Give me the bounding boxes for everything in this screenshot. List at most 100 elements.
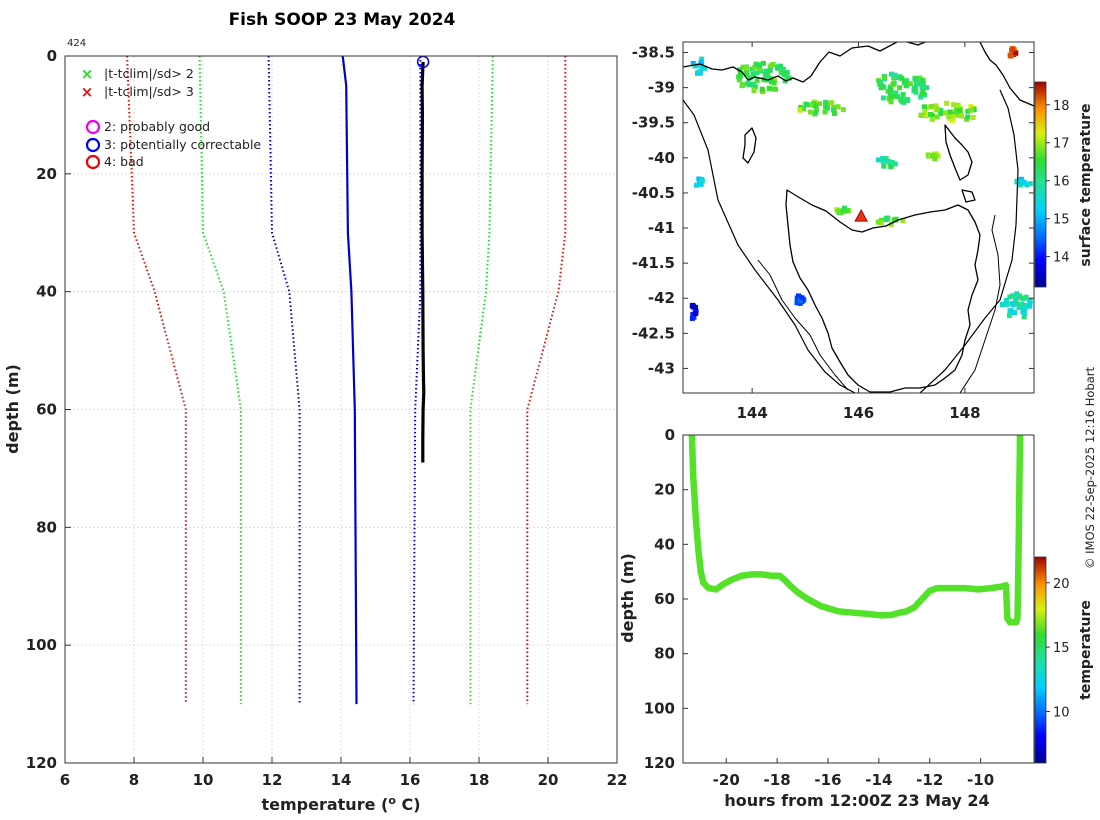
sst-pixel — [954, 107, 960, 113]
sst-pixel — [822, 109, 828, 115]
sst-pixel — [920, 77, 926, 83]
temp-colorbar-tick-label: 20 — [1053, 577, 1070, 592]
sst-pixel — [920, 81, 926, 87]
sst-pixel — [813, 109, 819, 115]
sst-pixel — [737, 71, 743, 77]
sst-pixel — [1009, 49, 1015, 55]
profile-xlabel-end: C) — [396, 795, 421, 814]
sst-pixel — [968, 104, 974, 110]
sst-pixel — [1014, 300, 1019, 306]
inner-contour-east — [959, 214, 1001, 393]
flinders-island — [944, 124, 973, 181]
sst-pixel — [752, 64, 758, 70]
sst-pixel — [691, 314, 697, 320]
legend-flag2-label: 2: probably good — [104, 119, 210, 134]
sst-map: 144 146 148 -38.5 -39 -39.5 -40 -40.5 -41 -41.5 -4… — [632, 41, 1094, 422]
profile-xtick-label: 20 — [538, 771, 559, 789]
sst-pixel — [753, 61, 759, 67]
sst-pixel — [1008, 53, 1014, 59]
cape-barren-island — [961, 189, 976, 203]
tasmania-coast — [785, 189, 981, 393]
sst-pixel — [905, 97, 911, 103]
sst-pixel — [1006, 313, 1012, 319]
sst-pixel — [875, 219, 881, 225]
sst-pixel — [817, 101, 823, 107]
sst-pixel — [915, 81, 921, 87]
map-ytick-label: -39.5 — [632, 114, 675, 132]
sst-pixel — [950, 114, 956, 119]
depth-track-line — [688, 435, 1024, 626]
sst-pixel — [765, 74, 771, 80]
track-ytick-label: 120 — [644, 754, 675, 772]
sst-pixel — [699, 56, 705, 62]
track-xtick-label: -20 — [713, 771, 740, 789]
sst-pixel — [928, 103, 934, 109]
sst-pixel — [918, 94, 924, 100]
sst-pixel — [1018, 302, 1024, 308]
sst-pixel — [771, 80, 777, 86]
sst-pixel — [885, 159, 891, 164]
track-xtick-label: -10 — [967, 771, 994, 789]
sst-colorbar-label: surface temperature — [1078, 103, 1094, 266]
profile-legend: × |t-tclim|/sd> 2 × |t-tclim|/sd> 3 2: p… — [81, 65, 261, 170]
sst-pixel — [780, 66, 786, 72]
sst-pixel — [895, 75, 901, 81]
sst-pixel — [1020, 296, 1026, 301]
sd2-cross-icon: × — [81, 65, 94, 83]
sst-pixel — [916, 75, 922, 81]
sst-pixel — [702, 65, 708, 71]
sst-pixel — [965, 108, 971, 114]
sst-pixel — [919, 85, 925, 91]
sst-pixel — [1027, 181, 1033, 187]
figure-title: Fish SOOP 23 May 2024 — [229, 10, 456, 30]
sst-pixel — [1012, 310, 1017, 316]
sst-pixel — [922, 92, 927, 98]
sst-pixel — [797, 300, 803, 306]
profile-location-marker — [854, 209, 869, 222]
sst-pixel — [754, 70, 760, 76]
sst-pixel — [696, 69, 702, 75]
sst-pixel — [766, 86, 772, 91]
sst-pixel — [801, 106, 807, 112]
sst-colorbar-tick-label: 17 — [1053, 137, 1070, 152]
track-ylabel: depth (m) — [618, 553, 637, 643]
sst-pixel — [739, 83, 745, 89]
sst-pixel — [878, 80, 884, 86]
sst-pixel — [942, 110, 948, 116]
sst-pixel — [699, 177, 705, 183]
sst-pixel — [893, 90, 899, 96]
temp-colorbar-label: temperature — [1078, 600, 1094, 700]
map-ytick-label: -41.5 — [632, 254, 675, 272]
sst-pixel — [900, 92, 906, 98]
sst-colorbar-tick-label: 16 — [1053, 175, 1070, 190]
sst-pixel — [875, 157, 881, 163]
sst-pixel — [690, 60, 696, 66]
profile-ytick-label: 60 — [36, 401, 57, 419]
sst-pixel — [784, 69, 790, 75]
sst-pixel — [932, 154, 938, 160]
map-ytick-label: -41 — [648, 219, 675, 237]
sst-pixel — [690, 304, 696, 310]
sst-pixel — [925, 152, 931, 158]
sst-colorbar-tick-label: 14 — [1053, 251, 1070, 266]
sst-pixel — [1023, 294, 1029, 300]
profile-xtick-label: 18 — [469, 771, 490, 789]
sst-pixel — [922, 109, 928, 115]
potentially-correctable-circle-icon — [85, 137, 101, 153]
victoria-coast — [683, 42, 898, 83]
sst-pixel — [698, 59, 704, 65]
sst-pixel — [699, 65, 705, 71]
profile-series — [126, 56, 567, 705]
profile-id: 424 — [67, 38, 86, 49]
clim-2sd-line — [469, 56, 494, 705]
temp-colorbar — [1034, 556, 1047, 764]
sst-pixel — [900, 218, 906, 223]
sst-pixel — [1013, 296, 1018, 302]
sst-pixel — [813, 103, 819, 109]
east-coast — [979, 42, 1034, 107]
profile-xtick-label: 8 — [129, 771, 139, 789]
profile-xtick-label: 10 — [193, 771, 214, 789]
sst-pixel — [921, 104, 927, 110]
sst-pixel — [804, 101, 809, 107]
sst-pixel — [768, 63, 774, 69]
